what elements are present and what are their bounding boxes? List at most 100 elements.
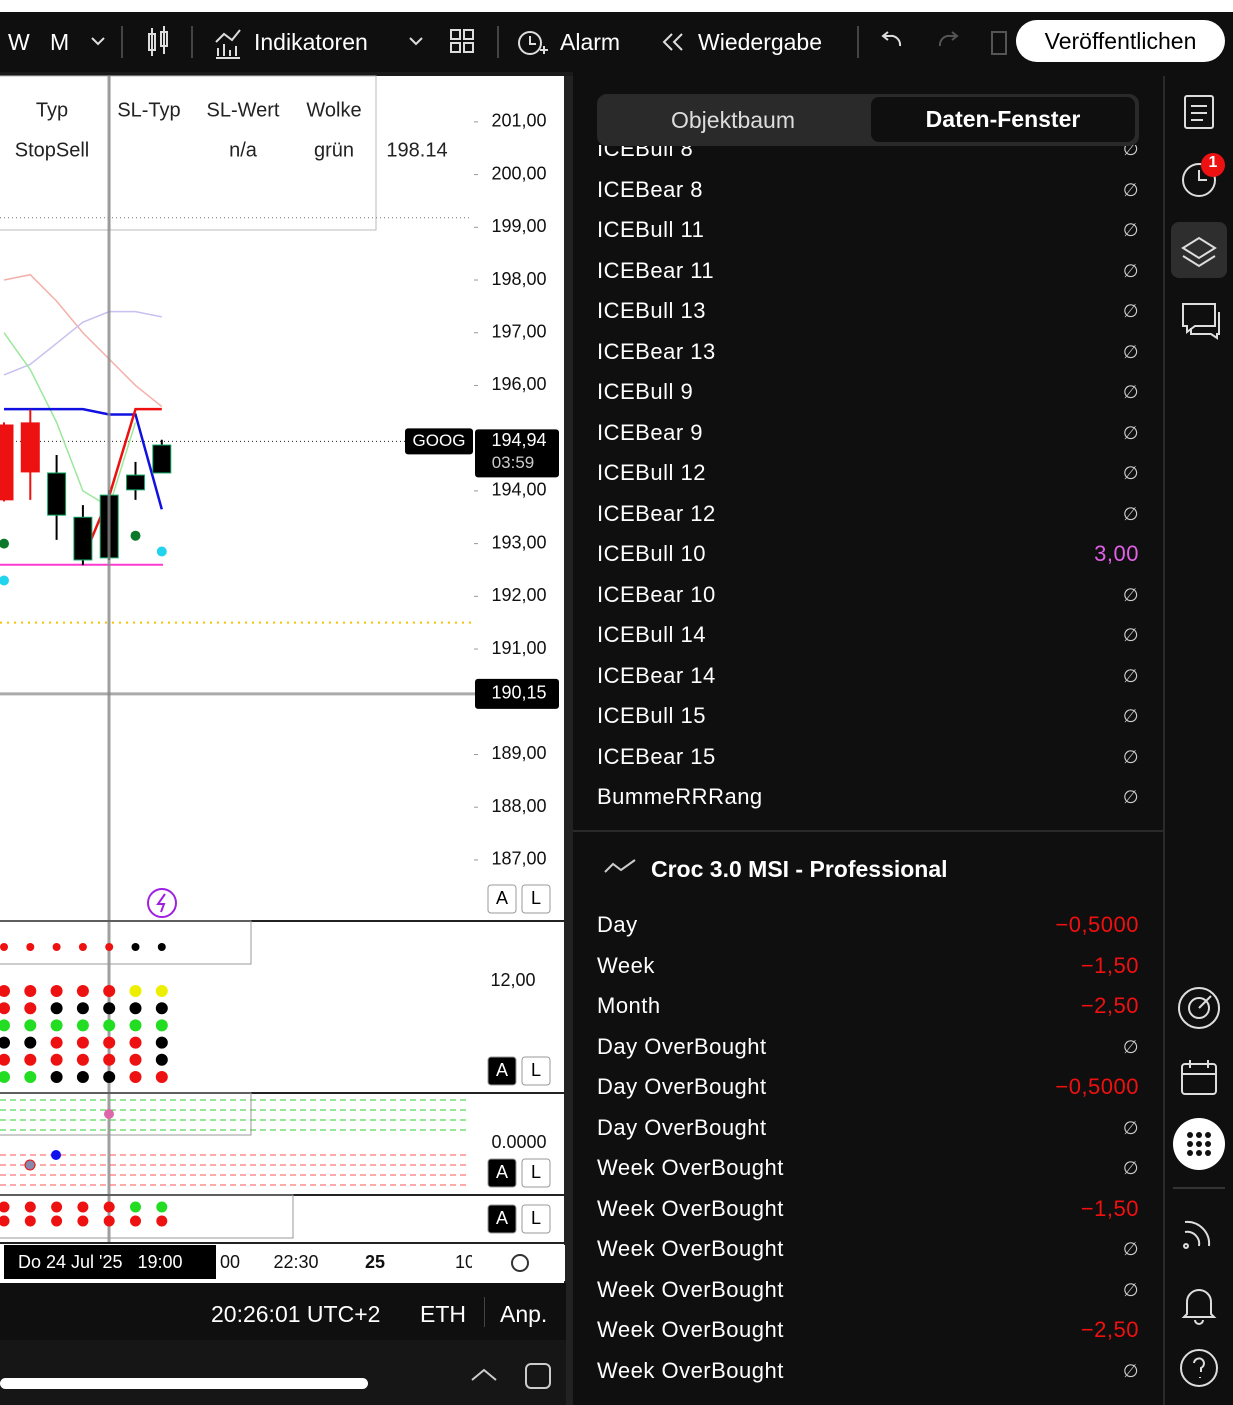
data-row: ICEBear 8 ∅ xyxy=(597,170,1139,210)
interval[interactable]: W xyxy=(8,29,30,55)
signal-dot xyxy=(104,1109,114,1119)
tab-active[interactable]: Daten-Fenster xyxy=(871,97,1135,142)
signal-dot xyxy=(129,985,142,997)
signal-dot xyxy=(78,943,87,951)
splitter[interactable] xyxy=(566,76,573,1405)
data-row: ICEBull 15 ∅ xyxy=(597,696,1139,736)
indicators-button[interactable]: Indikatoren xyxy=(254,29,368,55)
signal-dot xyxy=(105,943,114,951)
divider xyxy=(1163,76,1165,1405)
row-name: Week OverBought xyxy=(597,1155,784,1180)
signal-dot xyxy=(103,1071,116,1083)
data-window: ICEBull 8 ∅ ICEBear 8 ∅ ICEBull 11 ∅ ICEBear 1… xyxy=(573,76,1163,1405)
signal-dot xyxy=(103,1036,116,1049)
scale-button-label: A xyxy=(496,1162,508,1182)
row-value: ∅ xyxy=(1122,787,1139,807)
table-header: Typ xyxy=(36,99,68,121)
symbol-box xyxy=(405,428,473,455)
signal-dot xyxy=(50,1002,63,1015)
status-bar: 20:26:01 UTC+2 ETH Anp. xyxy=(0,1283,566,1340)
signal-dot xyxy=(50,1036,63,1049)
signal-dot xyxy=(26,943,35,951)
data-row: ICEBull 9 ∅ xyxy=(597,372,1139,412)
time-label: 10 xyxy=(455,1252,475,1272)
signal-dot xyxy=(156,1201,168,1213)
tab[interactable]: Objektbaum xyxy=(670,107,795,133)
chart-background xyxy=(0,76,566,1283)
replay-button[interactable]: Wiedergabe xyxy=(698,29,823,55)
alarm-button[interactable]: Alarm xyxy=(560,29,621,55)
row-name: ICEBull 12 xyxy=(597,460,706,485)
signal-dot xyxy=(51,1150,61,1160)
row-value: ∅ xyxy=(1122,145,1139,159)
row-value: ∅ xyxy=(1122,463,1139,483)
scale-button[interactable] xyxy=(487,884,517,914)
row-name: ICEBear 14 xyxy=(597,662,716,688)
row-name: ICEBull 10 xyxy=(597,541,706,566)
event-icon xyxy=(147,888,177,918)
signal-dot xyxy=(0,943,8,951)
data-row: ICEBear 15 ∅ xyxy=(597,737,1139,777)
signal-dot xyxy=(50,1053,63,1066)
settings-icon[interactable] xyxy=(511,1254,529,1272)
signal-dot xyxy=(24,1036,37,1049)
row-name: ICEBear 11 xyxy=(597,257,715,283)
signal-dot xyxy=(129,1053,142,1066)
signal-dot xyxy=(0,1053,10,1066)
signal-dot xyxy=(103,985,116,997)
data-row: ICEBull 11 ∅ xyxy=(597,210,1139,250)
adjust[interactable]: Anp. xyxy=(500,1301,548,1327)
candle-body xyxy=(20,422,40,473)
row-value: ∅ xyxy=(1122,382,1139,402)
signal-dot xyxy=(76,1036,89,1049)
row-value: ∅ xyxy=(1122,422,1139,443)
row-value: ∅ xyxy=(1122,625,1139,645)
row-name: ICEBull 13 xyxy=(597,298,706,323)
table-cell: 198.14 xyxy=(386,139,447,161)
signal-dot xyxy=(50,1071,63,1083)
scale-button[interactable] xyxy=(487,1204,517,1234)
data-row: ICEBull 14 ∅ xyxy=(597,615,1139,655)
signal-dot xyxy=(130,1215,141,1227)
signal-dot xyxy=(24,1002,37,1015)
row-name: Week xyxy=(597,952,655,978)
session[interactable]: ETH xyxy=(420,1301,466,1327)
price-box xyxy=(475,678,559,709)
indicator-line xyxy=(3,332,137,508)
row-value: ∅ xyxy=(1122,301,1139,321)
data-row: Week OverBought ∅ xyxy=(597,1229,1139,1269)
time-label: 22:30 xyxy=(273,1252,318,1272)
signal-dot xyxy=(103,1002,116,1015)
table-header: Wolke xyxy=(306,99,361,121)
data-row: Month −2,50 xyxy=(597,986,1139,1026)
time-cursor-label: Do 24 Jul '25 19:00 xyxy=(18,1252,183,1272)
row-list: ICEBull 8 ∅ ICEBear 8 ∅ ICEBull 11 ∅ ICEBear 1… xyxy=(597,145,1139,821)
signal-dot xyxy=(77,1215,89,1227)
signal-dot xyxy=(155,1036,168,1049)
signal-dot xyxy=(51,1201,63,1213)
signal-dot xyxy=(103,1215,115,1227)
pane-tick-label: 12,00 xyxy=(490,970,535,990)
data-row: ICEBear 11 ∅ xyxy=(597,251,1139,291)
signal-dot xyxy=(130,1201,141,1213)
chart: Typ SL-Typ SL-Wert Wolke StopSell n/a grün 198.… xyxy=(0,75,566,1283)
data-row: Week −1,50 xyxy=(597,946,1139,986)
signal-dot xyxy=(156,1215,168,1227)
row-value: −1,50 xyxy=(1080,1195,1139,1221)
signal-dot xyxy=(0,1036,10,1049)
collapse-icon[interactable] xyxy=(603,856,639,880)
scale-button[interactable] xyxy=(487,1056,517,1086)
row-value: −0,5000 xyxy=(1055,912,1139,937)
interval[interactable]: M xyxy=(50,29,70,55)
data-row: Day OverBought ∅ xyxy=(597,1027,1139,1067)
indicator-line xyxy=(4,407,164,510)
data-row: Week OverBought −1,50 xyxy=(597,1189,1139,1229)
row-name: Week OverBought xyxy=(597,1236,784,1261)
row-name: BummeRRRang xyxy=(597,784,763,809)
row-name: ICEBull 11 xyxy=(597,217,705,242)
scale-button[interactable] xyxy=(487,1158,517,1188)
legend-box xyxy=(0,1194,294,1239)
publish-button[interactable]: Veröffentlichen xyxy=(1016,20,1225,62)
data-row: Week OverBought −2,50 xyxy=(597,1310,1139,1350)
